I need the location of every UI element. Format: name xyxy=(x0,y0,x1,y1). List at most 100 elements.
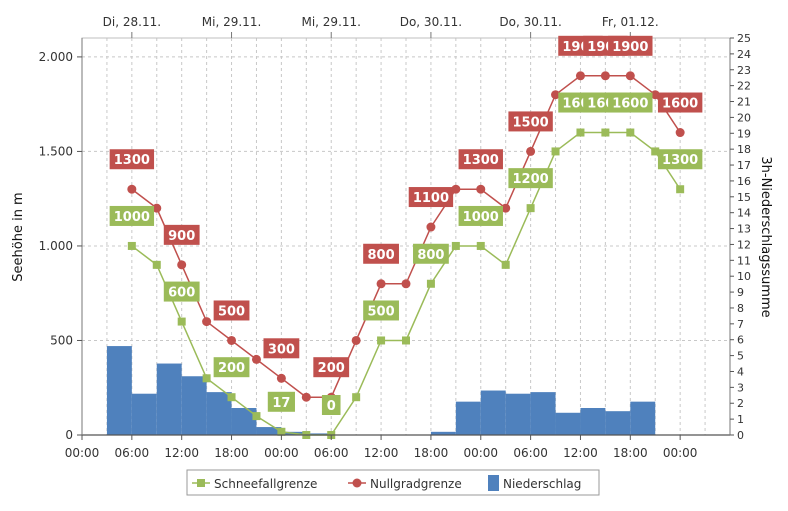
y-right-tick-label: 21 xyxy=(737,96,751,109)
y-left-tick-label: 500 xyxy=(50,333,73,347)
x-tick-label: 18:00 xyxy=(214,446,249,460)
data-label-text: 200 xyxy=(318,361,345,376)
data-point-marker xyxy=(202,374,211,383)
legend-label-nullgradgrenze: Nullgradgrenze xyxy=(370,477,462,491)
data-label-text: 500 xyxy=(368,304,395,319)
data-label-schneefallgrenze: 1000 xyxy=(458,205,503,226)
data-label-text: 1500 xyxy=(513,115,549,130)
data-label-nullgradgrenze: 800 xyxy=(363,243,399,264)
data-point-marker xyxy=(675,128,685,138)
data-label-box xyxy=(508,111,553,132)
series-lines xyxy=(127,71,685,439)
legend-label-niederschlag: Niederschlag xyxy=(503,477,581,491)
data-label-schneefallgrenze: 1200 xyxy=(508,168,553,189)
data-label-text: 1600 xyxy=(662,97,698,112)
x-tick-label: 18:00 xyxy=(613,446,648,460)
y-right-tick-label: 5 xyxy=(737,350,744,363)
y-right-axis-title: 3h-Niederschlagssumme xyxy=(758,156,773,317)
data-label-text: 17 xyxy=(272,396,290,411)
data-label-schneefallgrenze: 17 xyxy=(267,391,295,412)
y-right-tick-label: 12 xyxy=(737,238,751,251)
x-tick-label: 06:00 xyxy=(314,446,349,460)
data-label-nullgradgrenze: 1500 xyxy=(508,111,553,132)
data-point-marker xyxy=(600,71,610,81)
data-label-box xyxy=(213,357,250,378)
data-point-marker xyxy=(377,336,386,345)
x-tick-label: 00:00 xyxy=(663,446,698,460)
y-right-tick-label: 24 xyxy=(737,48,751,61)
data-point-marker xyxy=(227,335,237,345)
precipitation-bar xyxy=(231,408,257,435)
data-point-marker xyxy=(301,392,311,402)
precipitation-bar xyxy=(530,392,556,435)
precipitation-bar xyxy=(106,346,132,435)
data-label-schneefallgrenze: 1600 xyxy=(608,92,653,113)
precipitation-bar xyxy=(455,401,481,435)
y-right-tick-label: 0 xyxy=(737,429,744,442)
data-label-schneefallgrenze: 0 xyxy=(321,395,341,415)
y-right-tick-label: 10 xyxy=(737,270,751,283)
x-axis-ticks: 00:00 06:00 12:00 18:00 00:00 06:00 12:00 18:00… xyxy=(65,435,698,460)
data-label-box xyxy=(408,187,454,208)
data-point-marker xyxy=(402,336,410,345)
data-label-text: 200 xyxy=(218,361,245,376)
data-point-marker xyxy=(501,260,510,269)
data-label-nullgradgrenze: 1100 xyxy=(408,187,454,208)
data-point-marker xyxy=(426,222,436,232)
data-label-text: 1300 xyxy=(114,153,150,168)
data-label-box xyxy=(608,92,653,113)
precipitation-bar xyxy=(555,412,581,435)
data-label-nullgradgrenze: 1300 xyxy=(458,149,503,170)
precipitation-bar xyxy=(306,433,332,435)
y-right-tick-label: 14 xyxy=(737,207,751,220)
y-right-tick-label: 20 xyxy=(737,111,751,124)
data-label-box xyxy=(313,357,350,378)
data-point-marker xyxy=(152,260,161,269)
data-label-box xyxy=(657,92,703,113)
data-point-marker xyxy=(276,373,286,383)
y-left-tick-label: 1.000 xyxy=(39,239,73,253)
data-label-nullgradgrenze: 1900 xyxy=(608,35,653,56)
data-label-box xyxy=(213,300,250,321)
data-label-text: 800 xyxy=(417,248,444,263)
data-label-schneefallgrenze: 200 xyxy=(213,357,250,378)
data-label-box xyxy=(508,168,553,189)
data-label-box xyxy=(608,35,653,56)
precipitation-bar xyxy=(206,392,232,435)
data-point-marker xyxy=(451,241,460,250)
data-point-marker xyxy=(551,147,560,156)
data-label-text: 300 xyxy=(268,342,295,357)
x-tick-label: 00:00 xyxy=(65,446,100,460)
y-right-tick-label: 11 xyxy=(737,254,751,267)
data-label-text: 1000 xyxy=(114,210,150,225)
data-point-marker xyxy=(476,241,485,250)
data-point-marker xyxy=(651,147,660,156)
y-right-tick-label: 1 xyxy=(737,413,744,426)
data-point-marker xyxy=(152,203,162,213)
data-point-marker xyxy=(127,184,137,194)
data-label-box xyxy=(109,205,155,226)
y-right-tick-label: 2 xyxy=(737,397,744,410)
data-point-marker xyxy=(352,393,361,402)
data-label-text: 0 xyxy=(327,399,336,414)
data-label-box xyxy=(163,281,200,302)
data-point-marker xyxy=(575,71,585,81)
data-label-nullgradgrenze: 200 xyxy=(313,357,350,378)
data-label-box xyxy=(163,224,200,245)
y-left-axis-title: Seehöhe in m xyxy=(11,192,26,281)
top-date-label: Do, 30.11. xyxy=(499,15,561,29)
x-tick-label: 06:00 xyxy=(115,446,150,460)
data-point-marker xyxy=(650,90,660,100)
data-label-schneefallgrenze: 800 xyxy=(413,243,449,264)
data-label-schneefallgrenze: 500 xyxy=(363,300,399,321)
data-label-text: 600 xyxy=(168,286,195,301)
data-label-nullgradgrenze: 1300 xyxy=(109,149,155,170)
data-label-box xyxy=(413,243,449,264)
data-point-marker xyxy=(252,412,261,421)
data-label-text: 1300 xyxy=(463,153,499,168)
data-point-marker xyxy=(251,354,261,364)
data-point-marker xyxy=(576,128,585,137)
top-date-labels: Di, 28.11. Mi, 29.11. Mi, 29.11. Do, 30.11.… xyxy=(103,15,659,38)
data-point-marker xyxy=(451,184,461,194)
